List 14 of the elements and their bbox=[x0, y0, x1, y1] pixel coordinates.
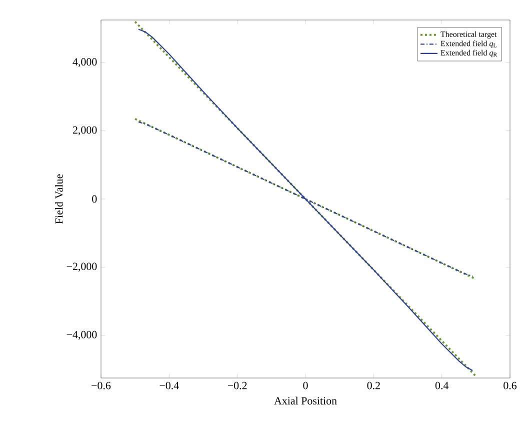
x-tick-label: −0.4 bbox=[160, 382, 179, 390]
x-tick-label: 0.4 bbox=[435, 382, 449, 390]
x-tick-label: 0 bbox=[303, 382, 308, 390]
y-tick-label: 4,000 bbox=[72, 58, 97, 68]
y-axis-title: Field Value bbox=[55, 174, 63, 224]
y-tick-label: 2,000 bbox=[72, 126, 97, 136]
x-tick-label: 0.6 bbox=[504, 382, 517, 390]
x-tick-label: −0.2 bbox=[228, 382, 247, 390]
y-tick-label: 0 bbox=[92, 195, 97, 203]
y-tick-label: −4,000 bbox=[66, 330, 97, 340]
x-axis-title: Axial Position bbox=[274, 396, 337, 405]
y-tick-label: −2,000 bbox=[66, 262, 97, 272]
x-tick-label: −0.6 bbox=[92, 382, 111, 390]
x-tick-label: 0.2 bbox=[367, 382, 380, 390]
